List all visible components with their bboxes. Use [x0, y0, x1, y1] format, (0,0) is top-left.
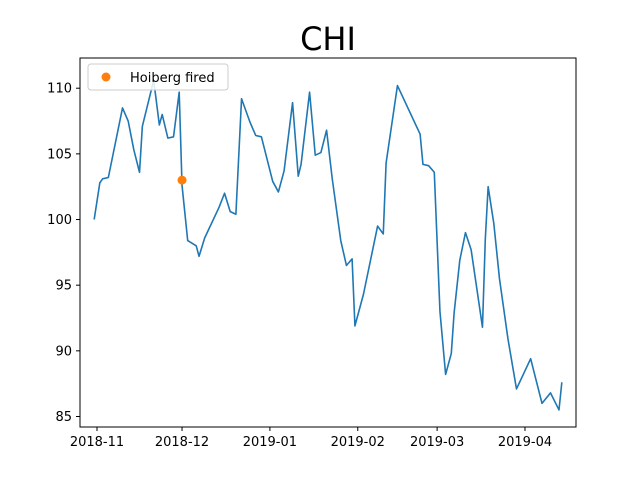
y-tick-label: 95 [55, 279, 72, 294]
legend-label: Hoiberg fired [130, 71, 215, 86]
y-tick-label: 100 [47, 213, 72, 228]
legend-box [87, 63, 229, 91]
legend-marker [101, 72, 111, 82]
chart-title: CHI [300, 20, 356, 58]
plot-area [93, 79, 563, 411]
axes-frame [79, 57, 577, 428]
x-tick-label: 2019-04 [498, 435, 552, 450]
x-tick-label: 2018-12 [155, 435, 209, 450]
x-tick-label: 2019-02 [331, 435, 385, 450]
legend: Hoiberg fired [87, 63, 229, 91]
x-tick-label: 2018-11 [70, 435, 124, 450]
x-tick-label: 2019-01 [243, 435, 297, 450]
x-tick-label: 2019-03 [410, 435, 464, 450]
y-tick-label: 105 [47, 147, 72, 162]
y-tick-label: 90 [55, 344, 72, 359]
y-tick-label: 110 [47, 82, 72, 97]
series-line [93, 79, 563, 411]
event-marker-point [177, 175, 187, 185]
y-tick-label: 85 [55, 410, 72, 425]
axes: 2018-11 2018-12 2019-01 2019-02 2019-03 2019-… [47, 57, 577, 450]
